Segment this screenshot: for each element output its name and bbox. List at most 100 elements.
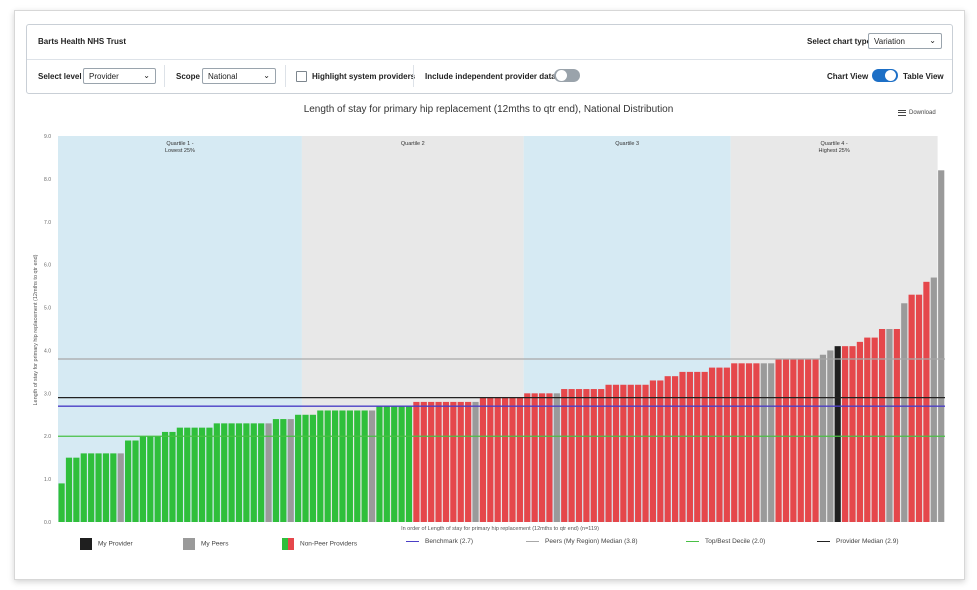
legend-label: My Provider <box>98 540 133 548</box>
bar <box>878 329 886 522</box>
highlight-system-label: Highlight system providers <box>312 72 416 81</box>
quartile-label: Quartile 1 - <box>166 141 193 147</box>
legend-label: Top/Best Decile (2.0) <box>705 538 766 545</box>
bar <box>132 440 139 522</box>
bar <box>790 359 797 522</box>
y-axis-label: Length of stay for primary hip replaceme… <box>33 254 39 405</box>
chevron-down-icon: ⌄ <box>263 71 270 80</box>
toggle-knob <box>556 70 567 81</box>
y-tick-label: 3.0 <box>44 391 51 397</box>
quartile-sublabel: Highest 25% <box>819 148 850 154</box>
bar <box>575 389 583 522</box>
bar <box>339 410 346 522</box>
legend-my-provider: My Provider <box>80 538 133 552</box>
y-tick-label: 2.0 <box>44 434 51 440</box>
chevron-down-icon: ⌄ <box>929 36 936 45</box>
bar <box>176 427 183 522</box>
bar <box>531 393 538 522</box>
bar <box>117 453 124 522</box>
bar <box>102 453 110 522</box>
bar <box>524 393 531 522</box>
bar <box>605 384 612 522</box>
bar <box>169 431 176 522</box>
independent-provider-toggle[interactable] <box>554 69 580 82</box>
bar <box>376 406 383 522</box>
legend-benchmark: Benchmark (2.7) <box>406 538 473 552</box>
bar <box>760 363 767 522</box>
bar <box>154 436 161 522</box>
bar <box>834 346 841 522</box>
bar <box>782 359 790 522</box>
divider <box>413 65 414 87</box>
bar <box>383 406 390 522</box>
bar <box>80 453 87 522</box>
bar <box>642 384 649 522</box>
bar <box>797 359 804 522</box>
filter-toolbar: Barts Health NHS Trust Select chart type… <box>26 24 953 94</box>
bar <box>745 363 753 522</box>
bar <box>583 389 590 522</box>
scope-select[interactable]: National ⌄ <box>202 68 276 84</box>
scope-value: National <box>208 72 238 81</box>
quartile-label: Quartile 4 - <box>821 141 848 147</box>
toggle-knob <box>885 70 896 81</box>
bar <box>420 401 427 522</box>
bar <box>856 341 863 522</box>
level-value: Provider <box>89 72 119 81</box>
bar <box>915 294 923 522</box>
bar <box>893 329 900 522</box>
bar <box>95 453 102 522</box>
legend-non-peer-providers: Non-Peer Providers <box>282 538 357 552</box>
quartile-sublabel: Lowest 25% <box>165 148 195 154</box>
bar <box>679 371 686 522</box>
bar <box>361 410 368 522</box>
view-toggle[interactable] <box>872 69 898 82</box>
bar <box>442 401 450 522</box>
bar <box>243 423 250 522</box>
legend-label: My Peers <box>201 540 229 548</box>
bar <box>561 389 568 522</box>
bar <box>331 410 339 522</box>
bar <box>354 410 361 522</box>
bar <box>502 397 509 522</box>
highlight-system-checkbox[interactable] <box>296 71 307 82</box>
bar <box>716 367 723 522</box>
bar <box>494 397 501 522</box>
scope-label: Scope <box>176 72 201 81</box>
chart-type-label: Select chart type <box>807 37 872 46</box>
level-select[interactable]: Provider ⌄ <box>83 68 156 84</box>
level-label: Select level <box>38 72 82 81</box>
bar <box>901 303 908 522</box>
bar <box>864 337 871 522</box>
bar <box>398 406 405 522</box>
bar <box>368 410 376 522</box>
bar <box>635 384 642 522</box>
bar <box>309 414 317 522</box>
chart-title: Length of stay for primary hip replaceme… <box>303 104 674 115</box>
legend-swatch <box>183 538 195 550</box>
chart-type-select[interactable]: Variation ⌄ <box>868 33 942 49</box>
bar <box>88 453 95 522</box>
bar <box>191 427 198 522</box>
bar <box>110 453 117 522</box>
bar <box>280 419 287 522</box>
bar <box>65 457 73 522</box>
toolbar-row-top: Barts Health NHS Trust Select chart type… <box>27 25 952 60</box>
bar <box>923 281 930 522</box>
menu-icon <box>898 108 906 117</box>
y-tick-label: 5.0 <box>44 306 51 312</box>
bar <box>139 436 146 522</box>
bar <box>250 423 257 522</box>
bar <box>413 401 420 522</box>
chart-type-value: Variation <box>874 37 905 46</box>
download-button[interactable]: Download <box>898 108 936 117</box>
bar <box>324 410 331 522</box>
bar <box>723 367 730 522</box>
bar <box>272 419 280 522</box>
y-tick-label: 7.0 <box>44 220 51 226</box>
bar <box>287 419 294 522</box>
trust-name: Barts Health NHS Trust <box>38 37 127 46</box>
y-tick-label: 8.0 <box>44 177 51 183</box>
bar <box>686 371 693 522</box>
legend-my-peers: My Peers <box>183 538 228 552</box>
